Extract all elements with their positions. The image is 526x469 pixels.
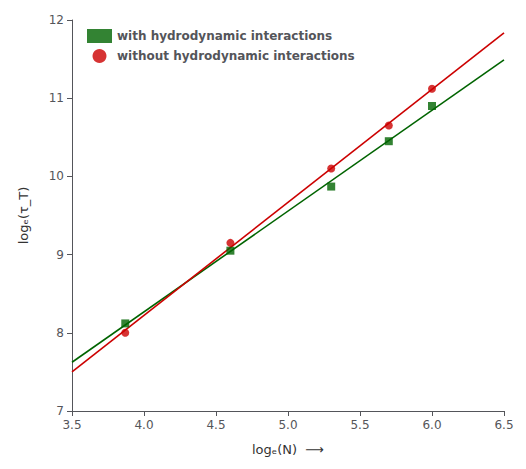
svg-text:12: 12	[49, 13, 64, 27]
svg-text:3.5: 3.5	[62, 418, 81, 432]
svg-text:8: 8	[56, 326, 64, 340]
svg-text:6.0: 6.0	[422, 418, 441, 432]
svg-text:5.0: 5.0	[278, 418, 297, 432]
svg-text:with hydrodynamic interactions: with hydrodynamic interactions	[117, 29, 332, 43]
svg-text:11: 11	[49, 91, 64, 105]
svg-text:4.0: 4.0	[134, 418, 153, 432]
svg-text:5.5: 5.5	[350, 418, 369, 432]
svg-text:logₑ(τ_T): logₑ(τ_T)	[16, 187, 31, 245]
svg-text:9: 9	[56, 248, 64, 262]
svg-text:without hydrodynamic interacti: without hydrodynamic interactions	[117, 49, 355, 63]
svg-text:4.5: 4.5	[206, 418, 225, 432]
svg-text:7: 7	[56, 404, 64, 418]
svg-text:6.5: 6.5	[494, 418, 513, 432]
svg-text:logₑ(N) ⟶: logₑ(N) ⟶	[252, 442, 324, 457]
svg-text:10: 10	[49, 169, 64, 183]
